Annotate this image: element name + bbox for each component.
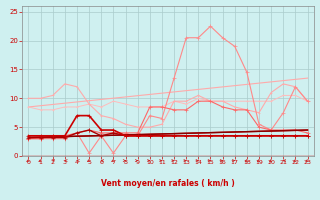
X-axis label: Vent moyen/en rafales ( km/h ): Vent moyen/en rafales ( km/h ): [101, 179, 235, 188]
